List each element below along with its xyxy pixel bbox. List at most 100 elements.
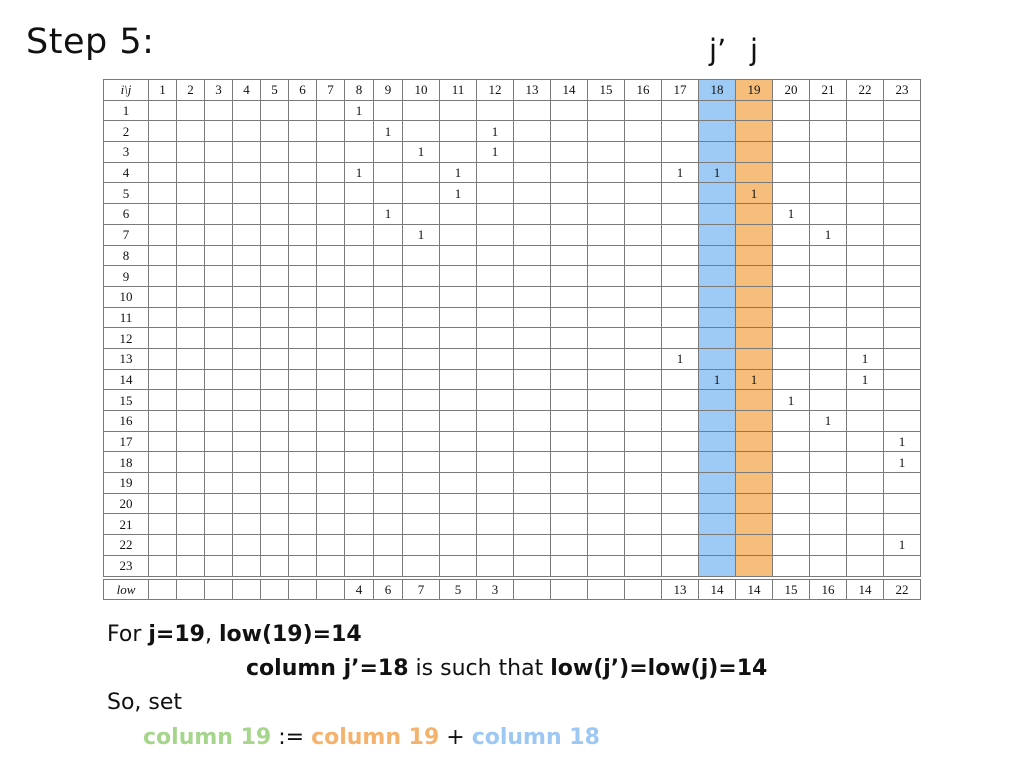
matrix-cell	[846, 203, 884, 225]
low-value	[232, 579, 261, 600]
matrix-cell	[550, 265, 588, 287]
matrix-cell	[260, 120, 289, 143]
matrix-cell	[809, 120, 847, 143]
matrix-cell	[735, 120, 773, 143]
matrix-cell	[735, 161, 773, 184]
low-value: 3	[476, 579, 514, 600]
matrix-cell	[550, 430, 588, 453]
matrix-cell	[698, 513, 736, 536]
matrix-cell	[550, 141, 588, 163]
matrix-cell	[698, 554, 736, 577]
line-for-j: For j=19, low(19)=14	[107, 622, 362, 647]
matrix-cell: 1	[439, 182, 477, 205]
matrix-cell	[698, 120, 736, 143]
matrix-cell	[661, 472, 699, 494]
matrix-cell	[176, 120, 205, 143]
matrix-cell	[772, 410, 810, 432]
column-header: 4	[232, 79, 261, 101]
low-value: 14	[735, 579, 773, 600]
matrix-cell: 1	[772, 389, 810, 411]
matrix-cell	[550, 203, 588, 225]
matrix-cell: 1	[373, 203, 403, 225]
matrix-cell	[316, 265, 345, 287]
row-header: 18	[103, 451, 149, 474]
matrix-cell	[260, 203, 289, 225]
matrix-cell	[316, 327, 345, 349]
matrix-cell	[344, 389, 374, 411]
matrix-cell	[344, 244, 374, 267]
column-header: 17	[661, 79, 699, 101]
matrix-cell	[232, 472, 261, 494]
matrix-cell	[624, 410, 662, 432]
matrix-cell	[698, 285, 736, 308]
matrix-cell	[772, 120, 810, 143]
matrix-cell	[846, 161, 884, 184]
matrix-cell	[476, 306, 514, 329]
matrix-cell	[232, 389, 261, 411]
matrix-cell	[587, 327, 625, 349]
matrix-cell	[772, 223, 810, 246]
matrix-cell	[288, 347, 317, 370]
matrix-cell	[373, 451, 403, 474]
matrix-cell	[624, 223, 662, 246]
column-header: 10	[402, 79, 440, 101]
matrix-cell	[204, 451, 233, 474]
row-header: 17	[103, 430, 149, 453]
matrix-cell	[402, 451, 440, 474]
column-header: 14	[550, 79, 588, 101]
matrix-cell	[846, 306, 884, 329]
matrix-row: 21	[103, 513, 921, 536]
matrix-cell	[316, 554, 345, 577]
matrix-cell	[587, 389, 625, 411]
matrix-cell	[809, 99, 847, 122]
column-header: 1	[148, 79, 177, 101]
matrix-cell	[476, 327, 514, 349]
matrix-cell	[316, 347, 345, 370]
matrix-cell	[288, 472, 317, 494]
matrix-cell	[204, 347, 233, 370]
matrix-cell	[624, 472, 662, 494]
matrix-cell	[260, 223, 289, 246]
matrix-cell	[883, 368, 921, 391]
matrix-cell	[439, 285, 477, 308]
matrix-cell	[587, 99, 625, 122]
matrix-cell	[883, 327, 921, 349]
matrix-cell	[373, 285, 403, 308]
matrix-cell	[260, 472, 289, 494]
matrix-cell	[232, 368, 261, 391]
matrix-cell	[204, 285, 233, 308]
matrix-cell	[260, 513, 289, 536]
matrix-cell	[176, 99, 205, 122]
matrix-cell	[809, 368, 847, 391]
matrix-cell	[846, 472, 884, 494]
matrix-cell	[735, 472, 773, 494]
matrix-cell	[148, 161, 177, 184]
matrix-cell	[439, 120, 477, 143]
matrix-cell	[661, 451, 699, 474]
matrix-cell	[344, 182, 374, 205]
matrix-cell	[402, 368, 440, 391]
column-header: 11	[439, 79, 477, 101]
matrix-cell	[587, 244, 625, 267]
matrix-cell	[698, 327, 736, 349]
matrix-cell	[550, 244, 588, 267]
matrix-cell	[260, 244, 289, 267]
matrix-cell	[772, 161, 810, 184]
row-header: 13	[103, 347, 149, 370]
matrix-cell	[344, 472, 374, 494]
matrix-cell	[661, 430, 699, 453]
matrix-cell	[402, 99, 440, 122]
matrix-cell	[288, 285, 317, 308]
matrix-cell	[550, 534, 588, 556]
matrix-cell	[661, 327, 699, 349]
low-value	[288, 579, 317, 600]
matrix-cell	[698, 265, 736, 287]
low-value: 6	[373, 579, 403, 600]
matrix-cell: 1	[402, 223, 440, 246]
row-header: 10	[103, 285, 149, 308]
boundary-matrix: i\j 1 2 3 4 5 6 7 8 9 10 11 12 13 14 15 16 17 18 19 20 21 22 23…	[103, 79, 921, 577]
matrix-cell: 1	[772, 203, 810, 225]
matrix-cell	[809, 513, 847, 536]
matrix-cell: 1	[661, 161, 699, 184]
matrix-cell	[624, 265, 662, 287]
